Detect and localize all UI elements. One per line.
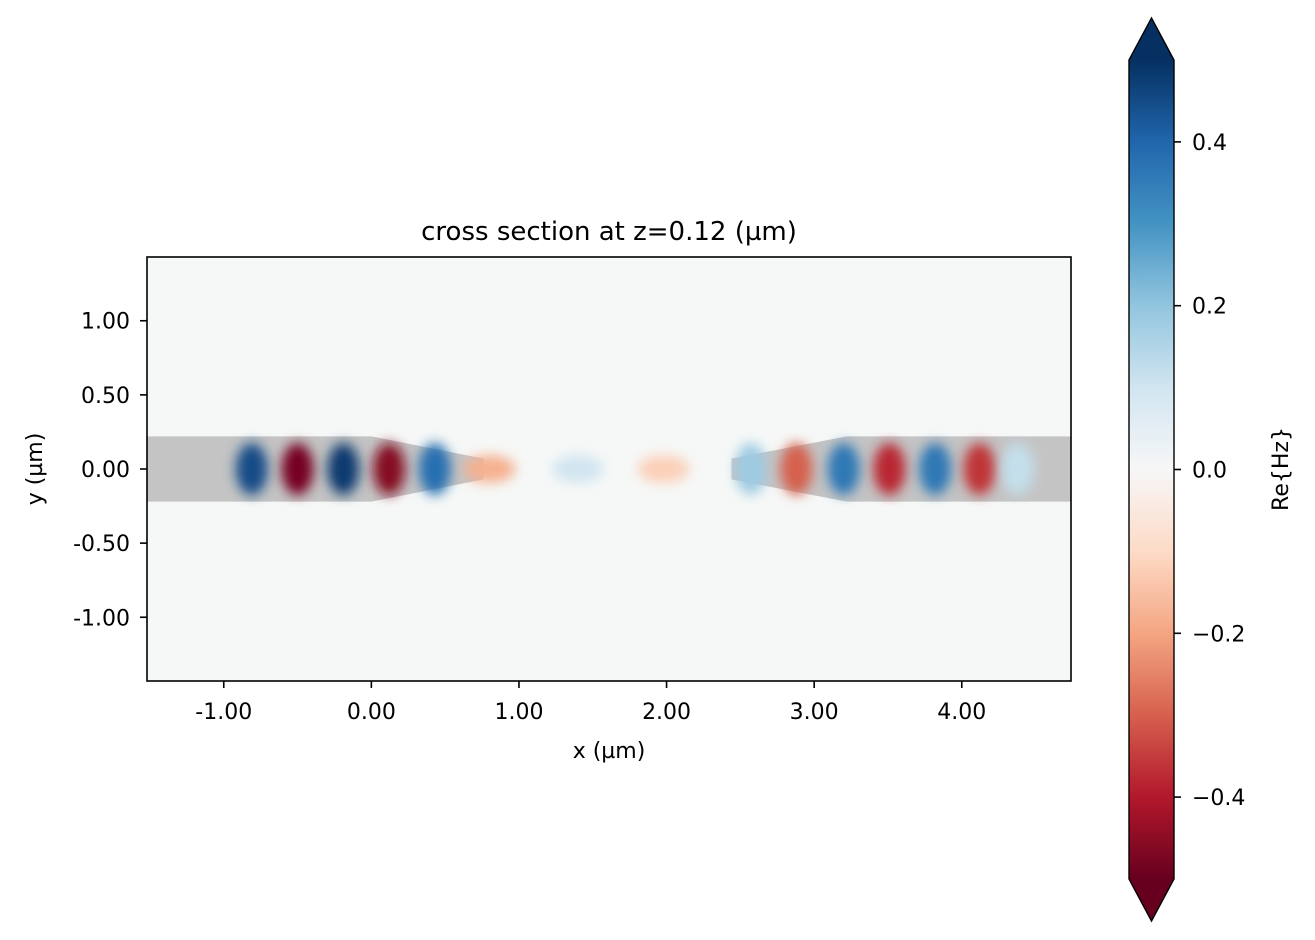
colorbar-gradient <box>1129 60 1174 879</box>
field-lobe <box>780 443 813 495</box>
colorbar-tick-label: −0.2 <box>1192 622 1245 647</box>
y-axis-label: y (µm) <box>23 433 48 506</box>
field-lobe <box>873 443 906 495</box>
y-tick-label: 0.50 <box>81 384 130 409</box>
field-lobe <box>919 443 952 495</box>
colorbar-tick-label: 0.4 <box>1192 131 1227 156</box>
plot-area <box>147 257 1071 681</box>
field-lobe <box>637 455 690 483</box>
colorbar-extend-min <box>1129 879 1174 921</box>
y-tick-label: 1.00 <box>81 310 130 335</box>
colorbar-extend-max <box>1129 18 1174 60</box>
field-lobe <box>463 455 516 483</box>
x-tick-label: 4.00 <box>937 700 986 725</box>
y-tick-label: 0.00 <box>81 458 130 483</box>
y-tick-label: -1.00 <box>73 606 130 631</box>
field-lobe <box>734 443 767 495</box>
field-lobe <box>827 443 860 495</box>
x-tick-label: 3.00 <box>790 700 839 725</box>
field-lobe <box>552 455 605 483</box>
colorbar-tick-label: 0.0 <box>1192 459 1227 484</box>
x-tick-label: 1.00 <box>494 700 543 725</box>
colorbar-outline <box>1128 16 1175 923</box>
field-lobe <box>327 443 360 495</box>
colorbar-label: Re{Hz} <box>1269 427 1294 511</box>
field-lobe <box>418 443 451 495</box>
x-axis: -1.00 0.00 1.00 2.00 3.00 4.00 <box>195 681 986 725</box>
colorbar-tick-label: −0.4 <box>1192 786 1245 811</box>
field-lobe <box>281 443 314 495</box>
field-lobe <box>235 443 268 495</box>
x-tick-label: 0.00 <box>347 700 396 725</box>
field-lobe <box>373 443 406 495</box>
colorbar-tick-label: 0.2 <box>1192 295 1227 320</box>
field-lobes <box>235 443 1034 495</box>
y-tick-label: -0.50 <box>73 532 130 557</box>
x-tick-label: -1.00 <box>195 700 252 725</box>
field-lobe <box>1001 443 1034 495</box>
y-axis: 1.00 0.50 0.00 -0.50 -1.00 <box>73 310 147 631</box>
x-axis-label: x (µm) <box>573 739 646 764</box>
x-tick-label: 2.00 <box>642 700 691 725</box>
field-lobe <box>963 443 996 495</box>
colorbar: 0.4 0.2 0.0 −0.2 −0.4 <box>1128 16 1245 923</box>
chart-title: cross section at z=0.12 (µm) <box>421 217 797 247</box>
